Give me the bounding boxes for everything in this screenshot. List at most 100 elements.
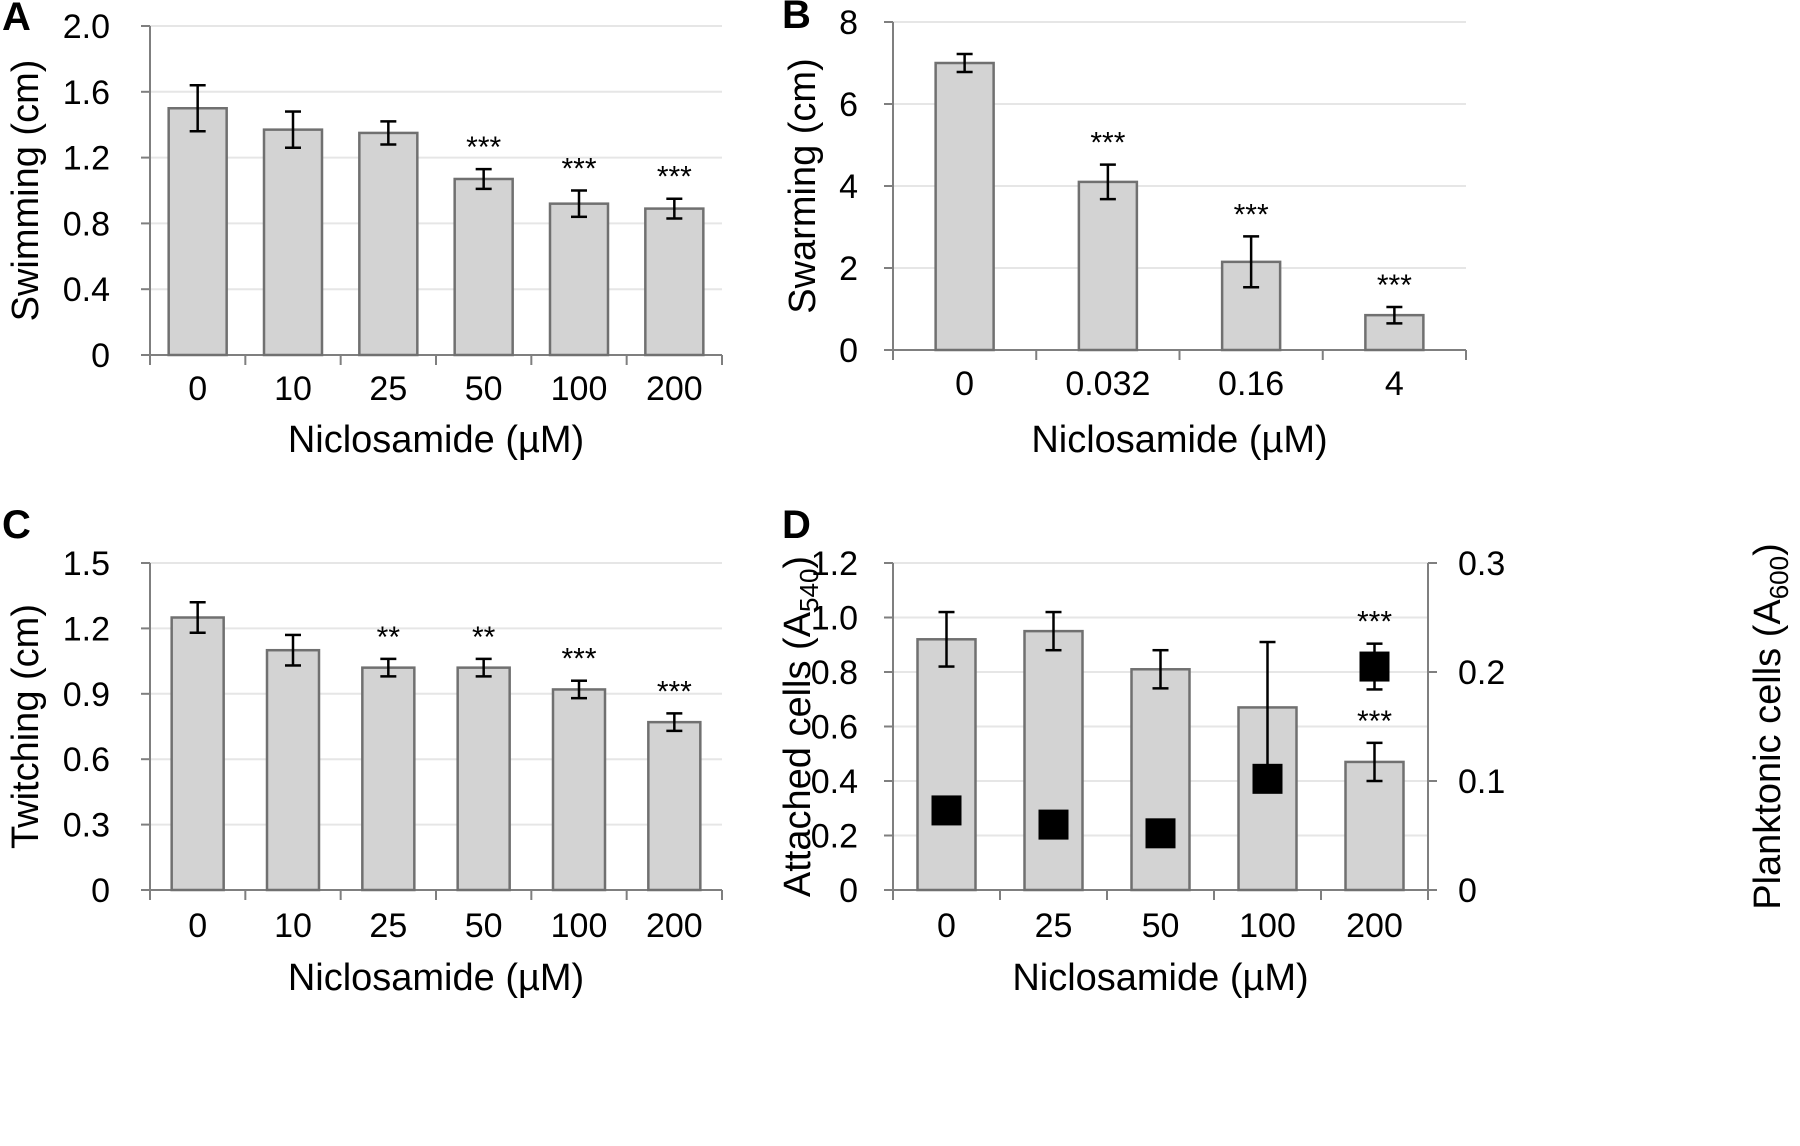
significance-label: *** (1090, 127, 1125, 160)
y2-tick-label: 0.1 (1458, 763, 1505, 801)
x-axis-label: Niclosamide (µM) (1031, 419, 1327, 461)
x-tick-label: 200 (646, 907, 703, 945)
y-tick-label: 1.2 (63, 610, 110, 648)
x-tick-label: 100 (551, 370, 608, 408)
bar (1077, 180, 1139, 352)
x-tick-label: 0.16 (1218, 365, 1284, 403)
y2-tick-label: 0 (1458, 872, 1477, 910)
significance-label: *** (657, 161, 692, 194)
x-tick-label: 10 (274, 907, 312, 945)
x-tick-label: 0 (937, 907, 956, 945)
bar (265, 648, 321, 892)
x-tick-label: 100 (1239, 907, 1296, 945)
y2-axis-label: Planktonic cells (A600) (1747, 543, 1794, 910)
x-tick-label: 100 (551, 907, 608, 945)
panel-letter: D (782, 503, 811, 547)
x-tick-label: 0 (955, 365, 974, 403)
x-axis-label: Niclosamide (µM) (288, 419, 584, 461)
x-tick-label: 25 (1035, 907, 1073, 945)
y-tick-label: 2.0 (63, 8, 110, 46)
y-tick-label: 0 (91, 872, 110, 910)
bar (1130, 668, 1191, 892)
y2-axis-label-text: Planktonic cells (A (1747, 599, 1789, 910)
y2-axis-label-sub: 600 (1764, 556, 1794, 599)
y-axis-label: Swimming (cm) (5, 60, 47, 322)
y-tick-label: 0.8 (63, 205, 110, 243)
y-tick-label: 0 (839, 872, 858, 910)
y2-tick-label: 0.3 (1458, 545, 1505, 583)
bar (551, 688, 607, 892)
y-axis-label: Twitching (cm) (5, 604, 47, 849)
significance-label: *** (1377, 269, 1412, 302)
square-marker (1038, 809, 1069, 840)
significance-label: *** (561, 153, 596, 186)
y-tick-label: 1.5 (63, 545, 110, 583)
x-tick-label: 10 (274, 370, 312, 408)
square-marker (1359, 651, 1390, 682)
bar (1023, 629, 1084, 892)
y-tick-label: 4 (839, 168, 858, 206)
x-tick-label: 0.032 (1065, 365, 1150, 403)
bar (453, 177, 514, 357)
y-axis-label-text: Swimming (cm) (5, 60, 47, 322)
significance-label: *** (466, 131, 501, 164)
bar (358, 131, 419, 357)
bar (548, 202, 610, 357)
panel-letter: B (782, 0, 811, 37)
x-tick-label: 50 (465, 370, 503, 408)
x-tick-label: 200 (1346, 907, 1403, 945)
y-tick-label: 0 (91, 337, 110, 375)
bar (647, 720, 702, 892)
bar (167, 107, 228, 357)
significance-label: *** (1234, 198, 1269, 231)
x-tick-label: 4 (1385, 365, 1404, 403)
x-axis-label: Niclosamide (µM) (1012, 957, 1308, 999)
y-tick-label: 2 (839, 250, 858, 288)
y-tick-label: 0.6 (811, 709, 858, 747)
significance-label: ** (472, 621, 496, 654)
panel-letter: A (2, 0, 31, 39)
y-axis-label-sub: 540 (794, 569, 824, 612)
y-axis-label: Swarming (cm) (782, 58, 824, 313)
chart-panel-a: A 0 0.4 0.8 1.2 1.6 2.0 0 10 25 50 *** 100 *** 200 *** N… (2, 0, 723, 461)
x-tick-label: 200 (646, 370, 703, 408)
y-axis-label-text: Attached cells (A (777, 611, 819, 897)
x-axis-label: Niclosamide (µM) (288, 957, 584, 999)
significance-label: *** (561, 643, 596, 676)
x-tick-label: 25 (369, 370, 407, 408)
y-axis-label-text: Swarming (cm) (782, 58, 824, 313)
panel-letter: C (2, 503, 31, 547)
y-tick-label: 8 (839, 4, 858, 42)
y-tick-label: 0.9 (63, 676, 110, 714)
bar (262, 128, 324, 357)
square-marker (1145, 818, 1176, 849)
y-tick-label: 0.3 (63, 807, 110, 845)
y-axis-label-end: ) (777, 556, 819, 569)
y-tick-label: 1.0 (811, 600, 858, 638)
bar (916, 638, 977, 892)
y-tick-label: 0.6 (63, 741, 110, 779)
significance-label: *** (657, 675, 692, 708)
x-tick-label: 50 (1142, 907, 1180, 945)
chart-panel-c: C 0 0.3 0.6 0.9 1.2 1.5 0 10 25 ** 50 ** 100 *** 200 ***… (2, 503, 723, 999)
bar (170, 616, 225, 892)
significance-label: *** (1357, 705, 1392, 738)
bar (1344, 760, 1405, 892)
y2-axis-label-end: ) (1747, 543, 1789, 556)
square-marker (931, 795, 962, 826)
square-marker (1252, 763, 1283, 794)
y-tick-label: 1.6 (63, 74, 110, 112)
y2-tick-label: 0.2 (1458, 654, 1505, 692)
x-tick-label: 25 (369, 907, 407, 945)
chart-panel-b: B 0 2 4 6 8 0 0.032 *** 0.16 *** 4 *** Niclosamide (µ… (782, 0, 1467, 461)
y-tick-label: 6 (839, 86, 858, 124)
y-axis-label-text: Twitching (cm) (5, 604, 47, 849)
y-tick-label: 0.4 (811, 763, 858, 801)
y-axis-label: Attached cells (A540) (777, 556, 824, 897)
y-tick-label: 0 (839, 332, 858, 370)
y-tick-label: 1.2 (811, 545, 858, 583)
chart-panel-d: D 0 0.2 0.4 0.6 0.8 1.0 1.2 0 25 50 100 200 *** *** 0 0.… (777, 503, 1794, 999)
y-tick-label: 0.2 (811, 818, 858, 856)
y-tick-label: 0.4 (63, 271, 110, 309)
